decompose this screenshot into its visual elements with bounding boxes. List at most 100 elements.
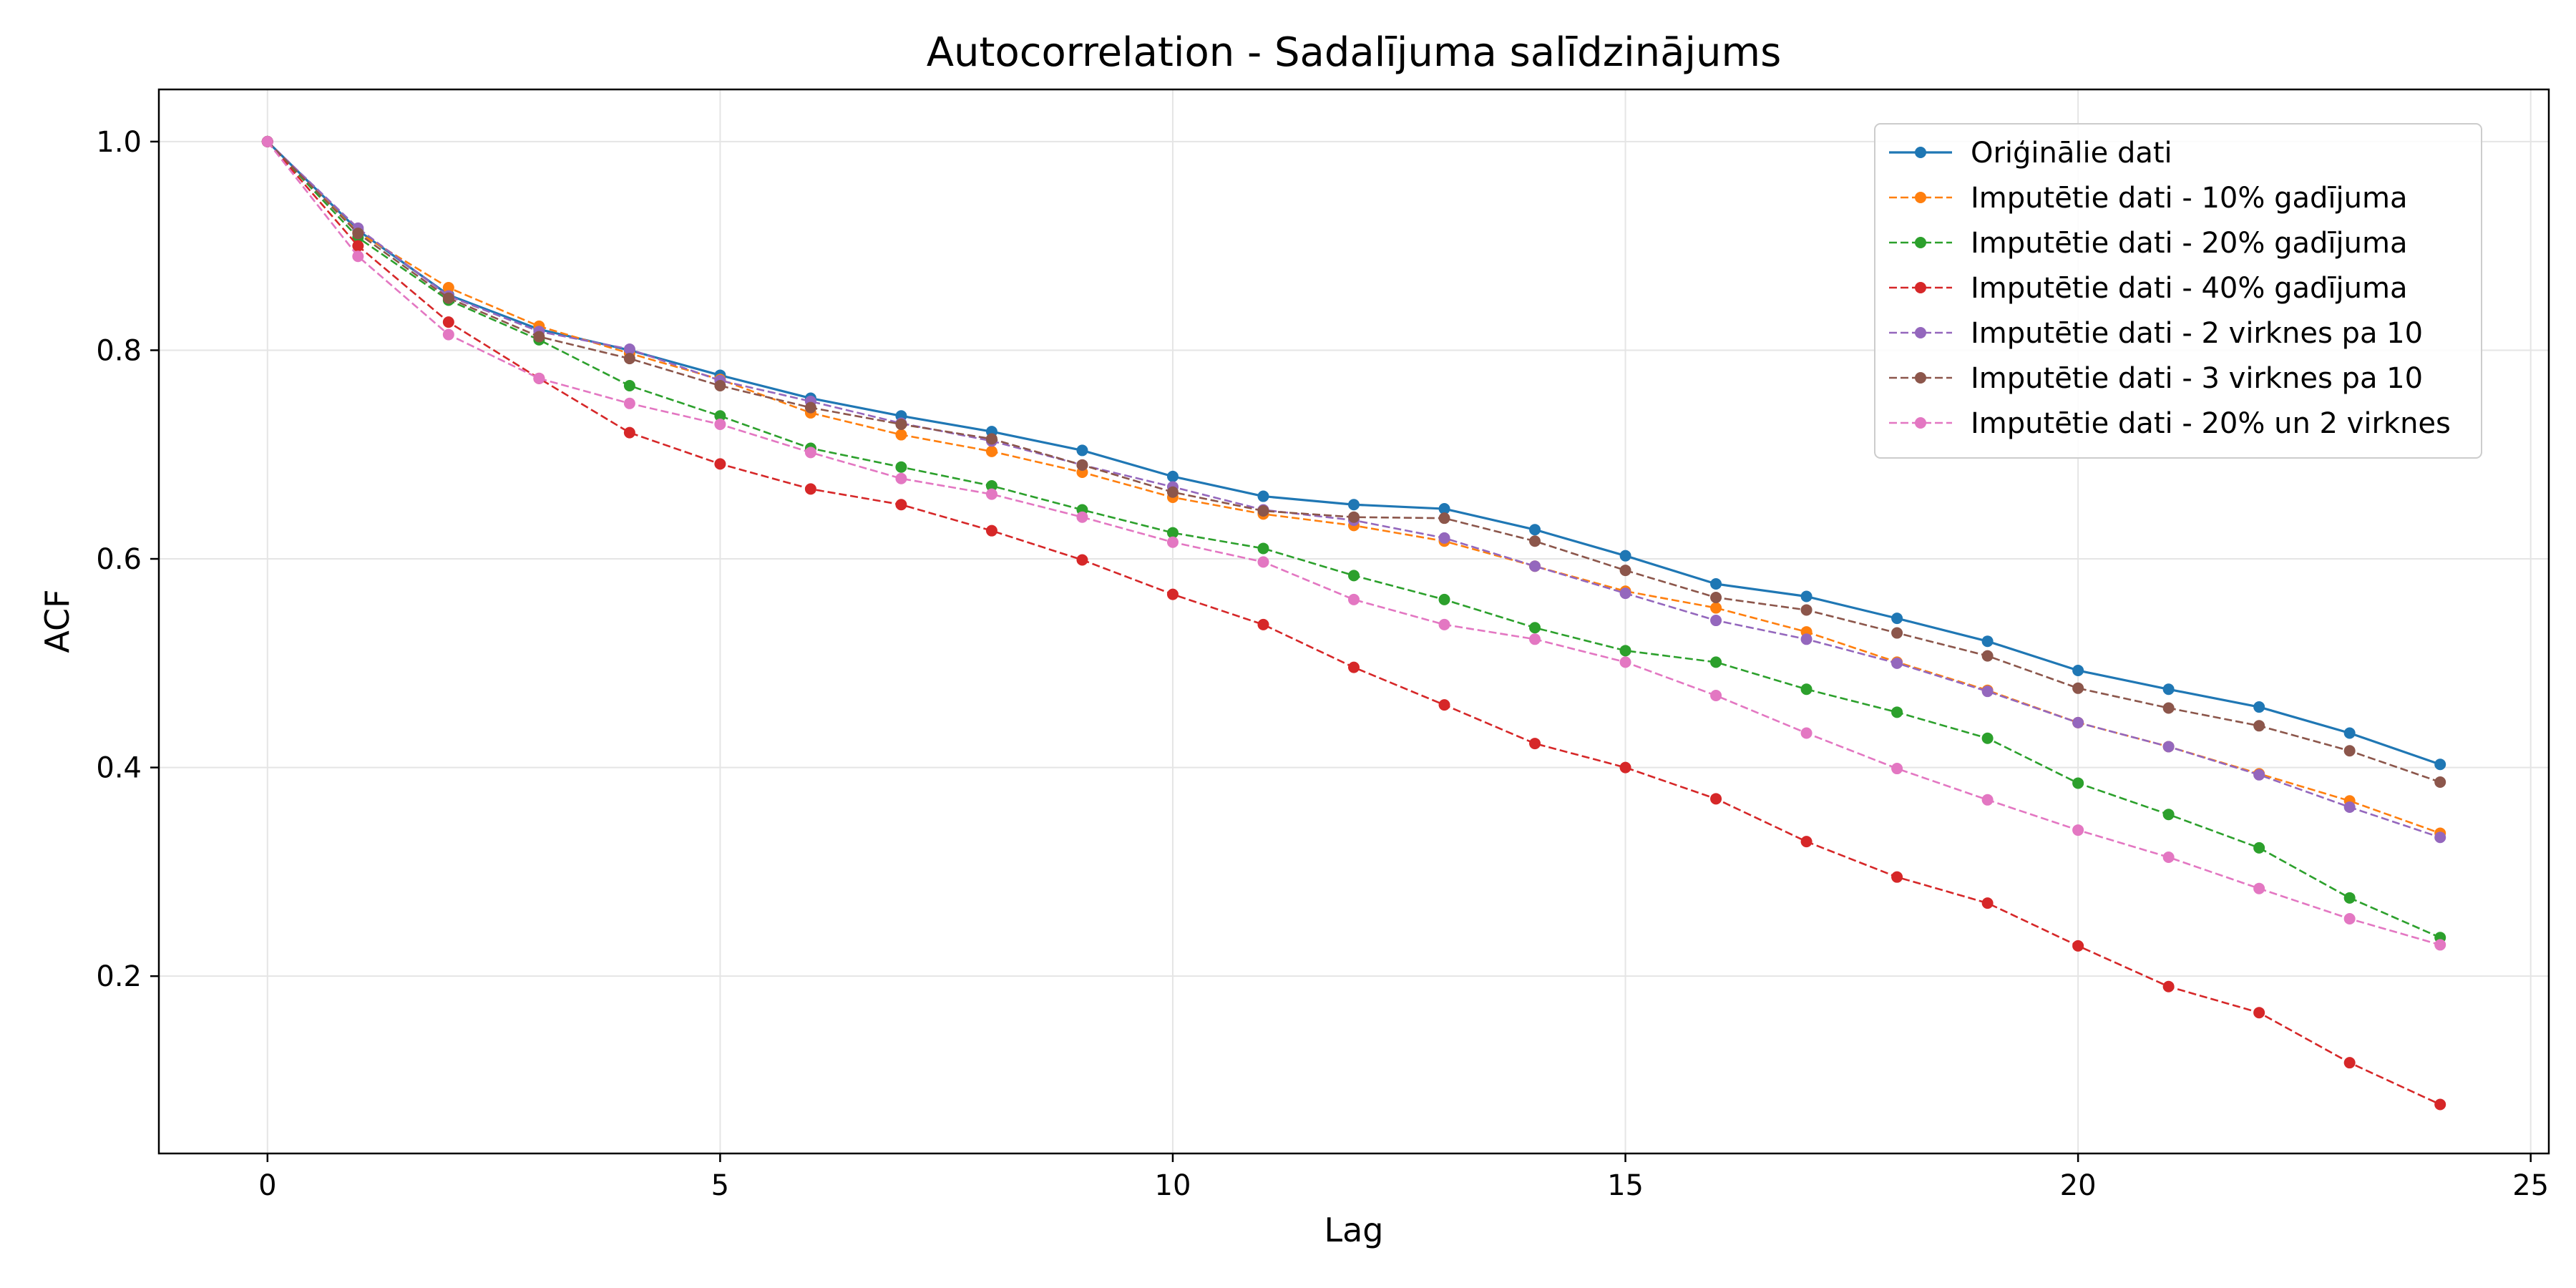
legend-label: Imputētie dati - 3 virknes pa 10: [1971, 362, 2423, 395]
data-point: [1529, 738, 1541, 750]
data-point: [1891, 627, 1903, 639]
data-point: [1981, 897, 1994, 909]
data-point: [2072, 824, 2084, 836]
series-2: [261, 135, 2446, 944]
legend: Oriģinālie dati Imputētie dati - 10% gadī…: [1874, 123, 2482, 459]
data-point: [1981, 794, 1994, 806]
data-point: [2434, 831, 2446, 844]
y-tick-label: 0.4: [96, 752, 142, 785]
data-point: [1076, 444, 1088, 457]
data-point: [2343, 1057, 2356, 1069]
data-point: [261, 135, 273, 147]
data-point: [2343, 727, 2356, 739]
data-point: [2343, 745, 2356, 757]
data-point: [1710, 793, 1722, 805]
data-point: [1891, 657, 1903, 669]
data-point: [895, 418, 907, 430]
data-point: [895, 472, 907, 484]
data-point: [714, 380, 726, 392]
data-point: [2434, 1098, 2446, 1111]
data-point: [1529, 560, 1541, 572]
legend-item: Imputētie dati - 20% gadījuma: [1889, 227, 2407, 260]
data-point: [1438, 512, 1450, 525]
data-point: [1981, 635, 1994, 648]
data-point: [1257, 556, 1269, 568]
data-point: [1619, 645, 1631, 657]
data-point: [623, 380, 635, 392]
data-point: [804, 483, 816, 495]
x-tick-label: 5: [711, 1169, 729, 1202]
data-point: [1438, 618, 1450, 630]
data-point: [2072, 665, 2084, 677]
legend-item: Oriģinālie dati: [1889, 137, 2172, 170]
data-point: [1619, 565, 1631, 577]
data-point: [2343, 801, 2356, 813]
legend-item: Imputētie dati - 3 virknes pa 10: [1889, 362, 2423, 395]
data-point: [2253, 841, 2265, 854]
data-point: [985, 445, 997, 457]
legend-label: Oriģinālie dati: [1971, 137, 2172, 170]
data-point: [1166, 588, 1179, 600]
data-point: [895, 429, 907, 441]
data-point: [1166, 527, 1179, 539]
data-point: [985, 479, 997, 492]
data-point: [1438, 593, 1450, 605]
data-point: [804, 447, 816, 459]
data-point: [2162, 851, 2175, 863]
data-point: [2253, 769, 2265, 781]
data-point: [1348, 511, 1360, 523]
data-point: [533, 372, 545, 384]
data-point: [1348, 499, 1360, 511]
data-point: [2253, 1007, 2265, 1019]
y-tick-label: 0.6: [96, 543, 142, 576]
data-point: [1710, 690, 1722, 702]
axis-ticks: 0 5 10 15 20 25 0.2 0.4 0.6 0.8 1.0: [96, 126, 2549, 1202]
data-point: [2162, 980, 2175, 992]
data-point: [1529, 633, 1541, 645]
data-point: [1076, 511, 1088, 523]
plot-series: [261, 135, 2446, 1111]
data-point: [352, 240, 364, 252]
data-point: [895, 499, 907, 511]
legend-box: [1874, 123, 2482, 459]
x-tick-label: 15: [1607, 1169, 1644, 1202]
data-point: [1800, 590, 1813, 602]
y-axis-label: ACF: [38, 589, 77, 653]
data-point: [1076, 554, 1088, 566]
data-point: [1619, 587, 1631, 600]
data-point: [1710, 591, 1722, 603]
chart-title: Autocorrelation - Sadalījuma salīdzināju…: [927, 29, 1782, 76]
y-tick-label: 0.2: [96, 960, 142, 993]
x-axis-label: Lag: [1324, 1211, 1383, 1249]
data-point: [2162, 809, 2175, 821]
data-point: [1800, 633, 1813, 645]
data-point: [2253, 720, 2265, 732]
x-tick-label: 25: [2512, 1169, 2549, 1202]
data-point: [804, 401, 816, 414]
data-point: [2434, 939, 2446, 951]
x-tick-label: 0: [258, 1169, 276, 1202]
data-point: [2072, 940, 2084, 952]
data-point: [2072, 682, 2084, 694]
data-point: [714, 410, 726, 422]
data-point: [2253, 882, 2265, 894]
legend-item: Imputētie dati - 10% gadījuma: [1889, 182, 2407, 215]
data-point: [1257, 504, 1269, 517]
data-point: [1891, 763, 1903, 775]
data-point: [1619, 656, 1631, 668]
data-point: [1800, 604, 1813, 616]
data-point: [1710, 656, 1722, 668]
data-point: [1348, 661, 1360, 673]
legend-swatch-marker: [1915, 372, 1926, 384]
data-point: [1619, 761, 1631, 774]
y-tick-label: 1.0: [96, 126, 142, 159]
legend-swatch-marker: [1915, 327, 1926, 338]
data-point: [1619, 550, 1631, 562]
data-point: [1710, 615, 1722, 627]
legend-swatch-marker: [1915, 417, 1926, 429]
legend-label: Imputētie dati - 10% gadījuma: [1971, 182, 2407, 215]
data-point: [1529, 622, 1541, 634]
data-point: [352, 250, 364, 263]
data-point: [1076, 459, 1088, 471]
legend-label: Imputētie dati - 40% gadījuma: [1971, 272, 2407, 305]
